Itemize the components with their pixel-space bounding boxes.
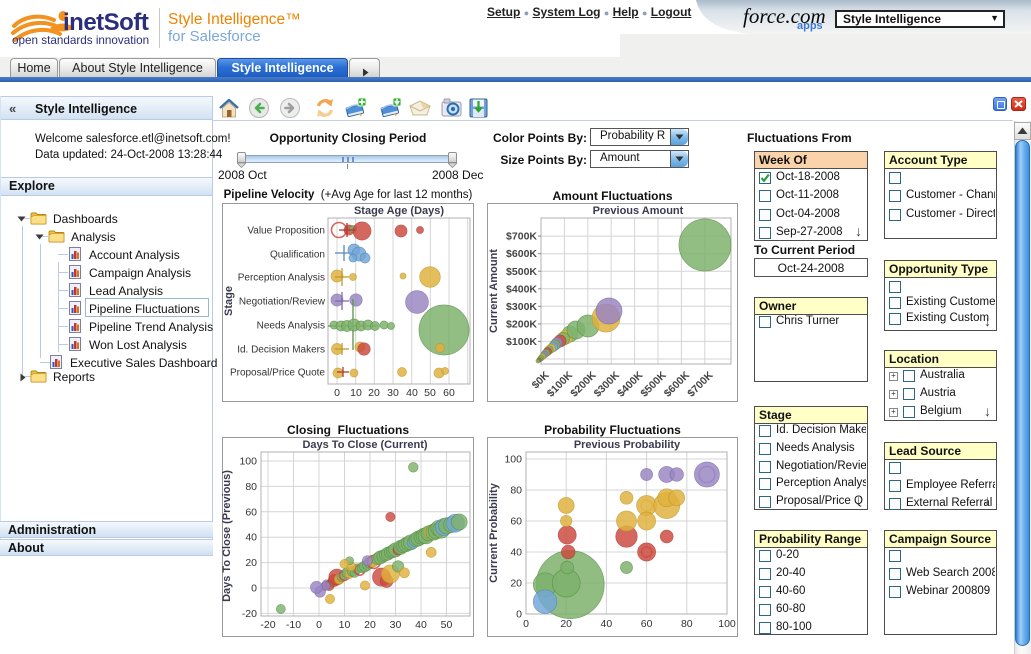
svg-text:Negotiation/Review: Negotiation/Review [239,297,326,308]
svg-text:40: 40 [245,532,257,544]
svg-text:40: 40 [406,387,418,399]
svg-text:60: 60 [443,387,455,399]
svg-text:0: 0 [316,619,322,631]
svg-text:40: 40 [415,619,427,631]
svg-text:0: 0 [334,387,340,399]
svg-text:Previous Amount: Previous Amount [593,205,684,217]
svg-text:10: 10 [350,387,362,399]
svg-text:Stage Age (Days): Stage Age (Days) [354,205,444,217]
svg-text:Needs Analysis: Needs Analysis [257,321,325,332]
svg-text:20: 20 [364,619,376,631]
svg-text:Qualification: Qualification [270,250,325,261]
svg-text:40: 40 [510,547,522,559]
svg-text:0: 0 [516,609,522,621]
svg-text:60: 60 [245,506,257,518]
svg-text:80: 80 [245,481,257,493]
svg-text:$700K: $700K [506,231,537,243]
svg-text:20: 20 [510,578,522,590]
svg-text:-20: -20 [242,608,257,620]
svg-text:$200K: $200K [506,318,537,330]
svg-text:Previous Probability: Previous Probability [574,439,681,451]
svg-text:-10: -10 [286,619,301,631]
svg-text:20: 20 [245,557,257,569]
svg-text:30: 30 [390,619,402,631]
svg-text:$500K: $500K [506,266,537,278]
svg-text:10: 10 [339,619,351,631]
svg-text:Current Amount: Current Amount [488,249,500,333]
svg-text:100: 100 [239,456,257,468]
svg-text:Value Proposition: Value Proposition [247,226,325,237]
svg-text:Current Probability: Current Probability [488,482,500,583]
svg-text:100: 100 [504,454,522,466]
svg-text:$400K: $400K [506,283,537,295]
svg-text:50: 50 [424,387,436,399]
svg-text:0: 0 [523,618,529,630]
svg-text:60: 60 [510,516,522,528]
svg-text:Days To Close (Current): Days To Close (Current) [302,439,427,451]
svg-text:20: 20 [368,387,380,399]
svg-text:0: 0 [251,583,257,595]
svg-text:Days To Close (Previous): Days To Close (Previous) [222,470,233,602]
svg-text:60: 60 [641,618,653,630]
svg-text:50: 50 [441,619,453,631]
svg-text:80: 80 [510,485,522,497]
svg-text:80: 80 [681,618,693,630]
svg-text:-20: -20 [260,619,275,631]
svg-text:$600K: $600K [506,248,537,260]
svg-text:40: 40 [601,618,613,630]
svg-text:Stage: Stage [223,286,235,316]
svg-text:Id. Decision Makers: Id. Decision Makers [237,345,325,356]
svg-text:Proposal/Price Quote: Proposal/Price Quote [230,368,325,379]
svg-text:$100K: $100K [506,336,537,348]
svg-text:20: 20 [560,618,572,630]
svg-text:$300K: $300K [506,301,537,313]
svg-text:30: 30 [387,387,399,399]
svg-text:Perception Analysis: Perception Analysis [238,273,325,284]
svg-text:100: 100 [718,618,736,630]
